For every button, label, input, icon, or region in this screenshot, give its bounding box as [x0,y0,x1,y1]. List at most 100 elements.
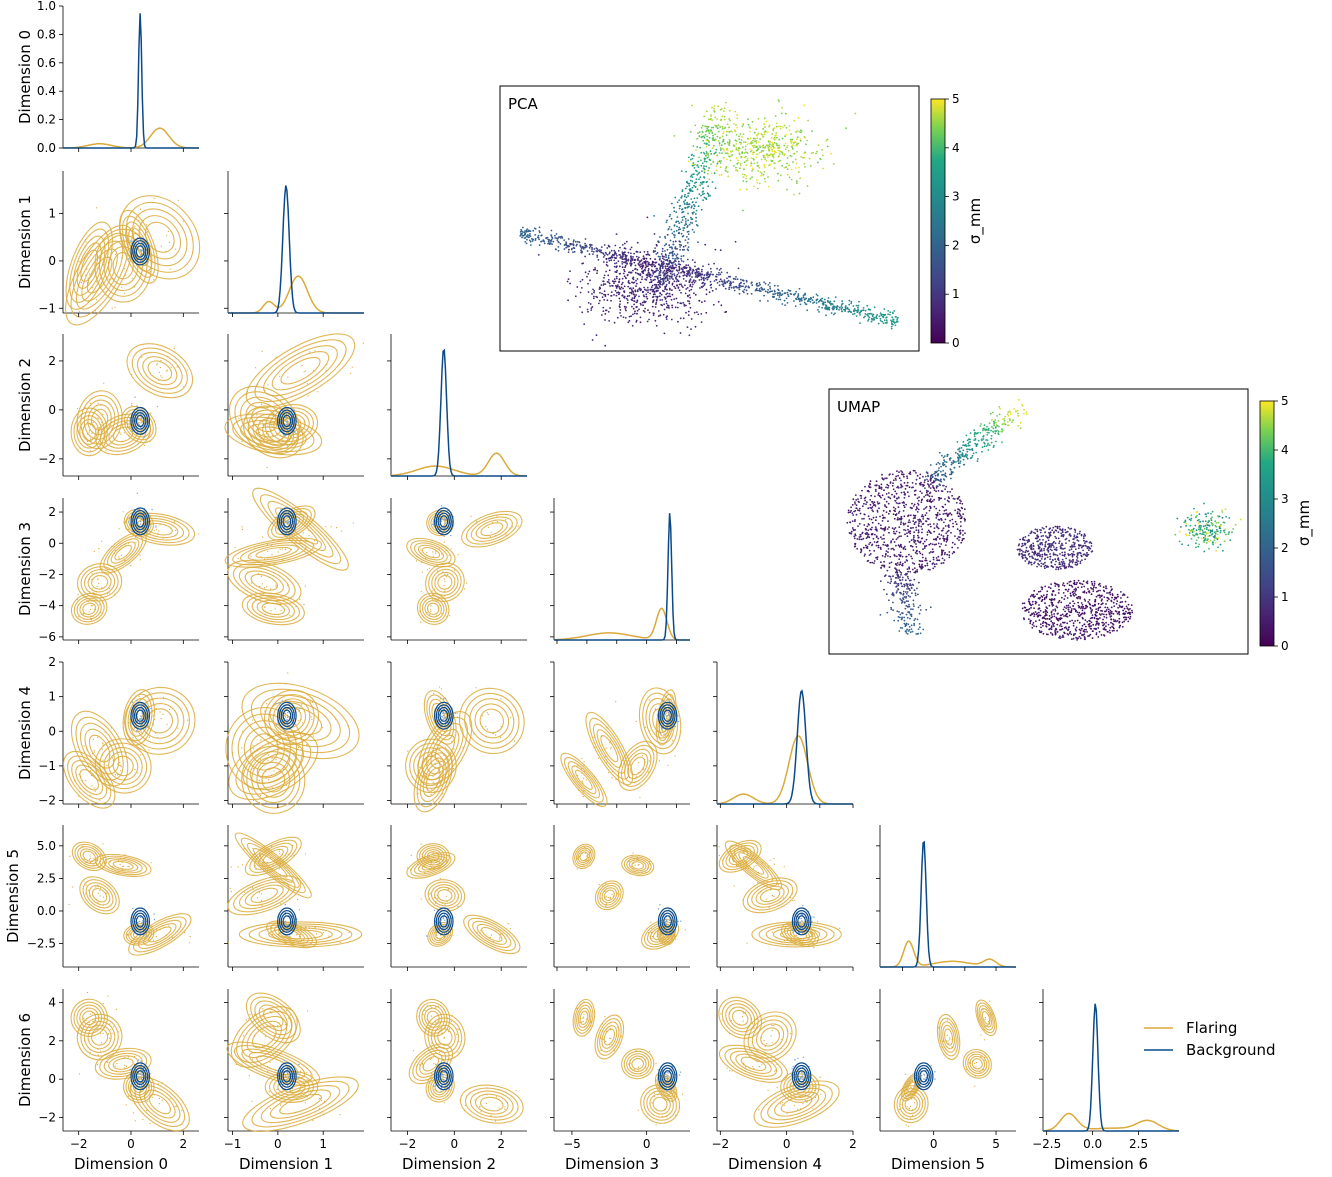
point-background [800,1076,803,1078]
contour-background [437,512,450,531]
point-background [125,421,127,424]
point-flaring [420,552,422,554]
point-flaring [449,1059,451,1061]
point-flaring [419,610,421,612]
point-flaring [421,1062,424,1065]
pca-point [680,302,683,305]
point-flaring [444,935,446,938]
point-flaring [983,1068,985,1070]
point-background [657,908,660,910]
pca-point [794,305,797,307]
point-flaring [94,608,96,610]
point-flaring [428,1022,430,1024]
point-flaring [446,895,448,897]
point-flaring [482,726,484,728]
point-flaring [89,617,92,619]
point-flaring [576,1008,578,1010]
contour-flaring [250,887,278,903]
point-flaring [466,582,468,584]
y-tick-label: 2 [48,354,56,368]
contour-flaring [417,544,444,561]
pca-point [825,314,827,317]
contour-flaring [475,519,508,539]
point-flaring [632,852,634,854]
point-flaring [97,578,99,581]
point-flaring [119,762,121,764]
pca-point [554,234,556,237]
pca-point [769,285,771,288]
point-flaring [83,257,85,259]
point-flaring [110,424,112,426]
point-flaring [102,428,104,430]
point-flaring [102,1032,104,1035]
point-flaring [263,610,265,612]
point-flaring [145,1110,148,1112]
contour-flaring [232,539,315,566]
point-flaring [118,528,120,530]
point-flaring [169,268,171,270]
pca-point [602,256,605,258]
pca-point [827,307,830,310]
point-flaring [139,554,141,556]
point-flaring [238,1030,240,1032]
point-flaring [437,852,439,854]
contour-flaring [261,767,286,793]
pca-point [723,279,726,281]
point-flaring [670,935,672,938]
pca-point [718,284,721,287]
point-flaring [148,736,150,738]
point-flaring [457,1028,459,1030]
point-flaring [90,774,92,777]
point-flaring [271,1012,273,1014]
point-flaring [440,780,442,782]
point-flaring [88,1021,90,1024]
contour-flaring [278,926,305,942]
point-flaring [429,892,431,894]
point-flaring [901,1107,903,1109]
contour-flaring [271,351,330,391]
point-flaring [80,775,82,777]
contour-flaring [84,569,116,596]
point-flaring [590,849,593,851]
point-flaring [609,1028,612,1031]
point-background [286,421,288,423]
point-flaring [298,909,300,911]
point-flaring [733,1007,735,1009]
y-tick-label: 2 [48,1034,56,1048]
point-flaring [434,1089,436,1091]
pca-point [806,309,809,312]
point-flaring [431,1072,433,1075]
point-flaring [303,603,305,606]
point-flaring [314,927,316,929]
pca-point [522,226,524,229]
contour-flaring [259,494,342,565]
point-flaring [578,856,580,858]
point-flaring [512,526,514,528]
point-flaring [438,548,440,550]
point-background [146,935,148,937]
point-flaring [426,1018,428,1020]
point-background [137,1059,140,1061]
point-background [286,924,288,927]
point-flaring [109,1047,111,1049]
point-flaring [89,857,91,860]
point-flaring [793,930,795,932]
contour-flaring [75,764,104,796]
point-flaring [665,1082,667,1084]
point-flaring [140,731,142,733]
point-flaring [769,859,771,861]
pca-point [688,269,690,272]
contour-flaring [600,735,619,763]
point-flaring [982,1009,984,1011]
point-flaring [602,885,604,887]
point-background [797,1057,799,1060]
point-flaring [131,404,133,407]
point-flaring [427,795,429,797]
point-flaring [96,1064,98,1066]
pca-point [608,259,611,262]
point-flaring [295,605,297,608]
pca-point [817,309,819,311]
point-background [140,422,142,424]
pca-point [882,322,885,324]
point-flaring [424,1009,426,1011]
